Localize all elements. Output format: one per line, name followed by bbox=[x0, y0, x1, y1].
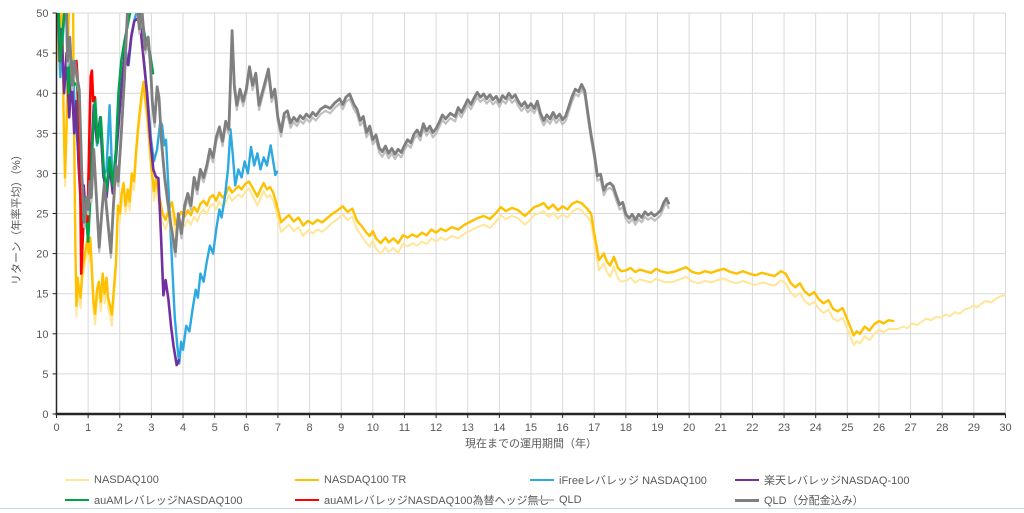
x-tick-label: 2 bbox=[117, 422, 123, 434]
legend-label: iFreeレバレッジ NASDAQ100 bbox=[559, 475, 707, 487]
legend-swatch-line bbox=[295, 499, 319, 501]
legend-swatch-line bbox=[530, 499, 554, 501]
legend-item: auAMレバレッジNASDAQ100 bbox=[65, 492, 243, 508]
legend-item: auAMレバレッジNASDAQ100為替ヘッジ無し bbox=[295, 492, 550, 508]
legend-swatch-line bbox=[735, 479, 759, 481]
y-tick-label: 30 bbox=[36, 168, 48, 180]
legend-swatch-line bbox=[295, 479, 319, 481]
x-tick-label: 23 bbox=[778, 422, 790, 434]
legend-item: QLD（分配金込み） bbox=[735, 492, 864, 508]
x-tick-label: 16 bbox=[557, 422, 569, 434]
x-tick-label: 17 bbox=[588, 422, 600, 434]
y-tick-label: 40 bbox=[36, 88, 48, 100]
axis-ticks bbox=[52, 12, 1006, 418]
x-tick-label: 5 bbox=[212, 422, 218, 434]
legend-label: auAMレバレッジNASDAQ100為替ヘッジ無し bbox=[324, 495, 550, 507]
x-tick-label: 26 bbox=[873, 422, 885, 434]
series-line bbox=[56, 13, 895, 337]
axis-lines bbox=[55, 13, 1006, 416]
x-tick-label: 24 bbox=[810, 422, 822, 434]
x-tick-label: 4 bbox=[180, 422, 186, 434]
bottom-divider bbox=[0, 508, 1024, 509]
y-tick-label: 0 bbox=[42, 409, 48, 421]
plot-series bbox=[56, 13, 1006, 367]
x-tick-label: 22 bbox=[746, 422, 758, 434]
legend-swatch-line bbox=[65, 479, 89, 481]
x-tick-label: 10 bbox=[367, 422, 379, 434]
x-tick-label: 7 bbox=[275, 422, 281, 434]
legend-label: 楽天レバレッジNASDAQ-100 bbox=[764, 475, 910, 487]
chart-legend: NASDAQ100 NASDAQ100 TR iFreeレバレッジ NASDAQ10… bbox=[0, 468, 1024, 508]
x-tick-label: 25 bbox=[841, 422, 853, 434]
y-tick-label: 5 bbox=[42, 369, 48, 381]
x-tick-label: 12 bbox=[430, 422, 442, 434]
x-tick-label: 0 bbox=[53, 422, 59, 434]
x-tick-label: 15 bbox=[525, 422, 537, 434]
x-tick-label: 13 bbox=[462, 422, 474, 434]
legend-item: QLD bbox=[530, 492, 582, 508]
x-tick-label: 18 bbox=[620, 422, 632, 434]
legend-label: QLD bbox=[559, 494, 582, 506]
series-line bbox=[65, 13, 670, 255]
legend-label: auAMレバレッジNASDAQ100 bbox=[94, 495, 243, 507]
legend-item: iFreeレバレッジ NASDAQ100 bbox=[530, 472, 707, 488]
legend-label: QLD（分配金込み） bbox=[764, 495, 864, 507]
y-tick-label: 35 bbox=[36, 128, 48, 140]
x-tick-label: 19 bbox=[651, 422, 663, 434]
x-tick-label: 9 bbox=[338, 422, 344, 434]
x-tick-label: 8 bbox=[307, 422, 313, 434]
legend-item: NASDAQ100 TR bbox=[295, 472, 406, 488]
x-tick-label: 27 bbox=[904, 422, 916, 434]
x-tick-label: 29 bbox=[968, 422, 980, 434]
x-tick-label: 20 bbox=[683, 422, 695, 434]
x-tick-label: 28 bbox=[936, 422, 948, 434]
x-tick-label: 30 bbox=[999, 422, 1011, 434]
x-tick-label: 6 bbox=[243, 422, 249, 434]
legend-swatch-line bbox=[735, 498, 759, 502]
series-line bbox=[56, 13, 1006, 346]
x-tick-label: 14 bbox=[493, 422, 505, 434]
x-tick-label: 11 bbox=[399, 422, 410, 434]
x-tick-label: 1 bbox=[85, 422, 91, 434]
y-tick-label: 25 bbox=[36, 209, 48, 221]
legend-item: NASDAQ100 bbox=[65, 472, 159, 488]
y-tick-label: 50 bbox=[36, 8, 48, 20]
legend-label: NASDAQ100 TR bbox=[324, 474, 407, 486]
x-axis-title: 現在までの運用期間（年） bbox=[465, 436, 597, 450]
legend-swatch-line bbox=[65, 499, 89, 501]
x-tick-label: 3 bbox=[148, 422, 154, 434]
y-tick-label: 20 bbox=[36, 249, 48, 261]
legend-item: 楽天レバレッジNASDAQ-100 bbox=[735, 472, 909, 488]
y-axis-title: リターン（年率平均）（%） bbox=[9, 149, 23, 285]
gridlines bbox=[56, 12, 1006, 414]
x-tick-label: 21 bbox=[715, 422, 727, 434]
y-tick-label: 15 bbox=[36, 289, 48, 301]
y-tick-label: 10 bbox=[36, 329, 48, 341]
legend-swatch-line bbox=[530, 479, 554, 481]
legend-label: NASDAQ100 bbox=[94, 474, 159, 486]
y-tick-label: 45 bbox=[36, 48, 48, 60]
